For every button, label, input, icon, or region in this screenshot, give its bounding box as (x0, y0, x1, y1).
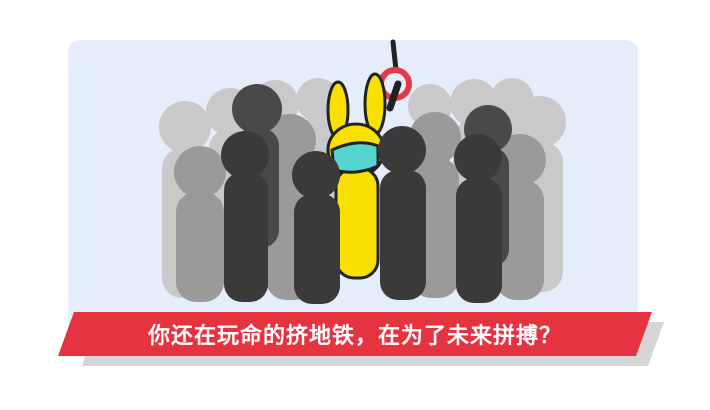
caption-banner (58, 312, 652, 356)
face-mask-icon (330, 141, 380, 174)
crowd-front-row (221, 126, 502, 304)
caption-text: 你还在玩命的挤地铁，在为了未来拼搏？ (147, 324, 562, 349)
